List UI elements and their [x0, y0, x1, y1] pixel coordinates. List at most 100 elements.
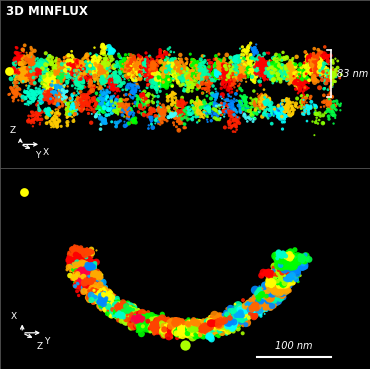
Point	[101, 55, 107, 61]
Point	[237, 81, 243, 87]
Point	[76, 254, 82, 260]
Point	[163, 69, 169, 75]
Point	[264, 296, 270, 302]
Point	[273, 290, 279, 296]
Point	[178, 116, 184, 122]
Point	[116, 304, 122, 310]
Point	[197, 323, 203, 329]
Point	[204, 324, 210, 330]
Point	[24, 66, 30, 72]
Point	[275, 74, 281, 80]
Point	[13, 55, 19, 61]
Point	[231, 320, 236, 325]
Point	[124, 307, 130, 313]
Point	[41, 66, 47, 72]
Point	[213, 321, 219, 327]
Point	[147, 63, 152, 69]
Point	[262, 65, 268, 71]
Point	[43, 94, 48, 100]
Point	[188, 324, 194, 330]
Point	[108, 99, 114, 104]
Point	[272, 292, 278, 298]
Point	[113, 108, 119, 114]
Point	[299, 255, 305, 261]
Point	[57, 111, 63, 117]
Point	[273, 107, 279, 113]
Point	[110, 311, 115, 317]
Point	[110, 78, 116, 84]
Point	[191, 331, 196, 337]
Point	[136, 308, 142, 314]
Point	[146, 317, 152, 323]
Point	[148, 319, 154, 325]
Point	[280, 275, 286, 281]
Point	[263, 296, 269, 302]
Point	[83, 66, 89, 72]
Point	[276, 289, 282, 295]
Point	[27, 70, 33, 76]
Point	[243, 60, 249, 66]
Point	[153, 75, 159, 80]
Point	[272, 59, 278, 65]
Point	[77, 106, 83, 112]
Point	[264, 113, 270, 119]
Point	[295, 256, 301, 262]
Point	[282, 254, 288, 259]
Point	[190, 72, 196, 78]
Point	[112, 68, 118, 74]
Point	[127, 106, 133, 111]
Point	[175, 99, 181, 105]
Point	[194, 68, 200, 74]
Point	[30, 61, 36, 67]
Point	[225, 320, 231, 326]
Point	[83, 268, 88, 274]
Point	[178, 324, 184, 330]
Point	[270, 289, 276, 295]
Point	[301, 80, 307, 86]
Point	[139, 317, 145, 323]
Point	[254, 304, 260, 310]
Point	[244, 307, 250, 313]
Point	[128, 83, 134, 89]
Point	[286, 259, 292, 265]
Point	[255, 295, 261, 301]
Point	[185, 117, 191, 123]
Point	[118, 304, 124, 310]
Point	[189, 328, 195, 334]
Point	[268, 285, 274, 291]
Point	[326, 113, 332, 119]
Point	[217, 71, 223, 77]
Point	[219, 65, 225, 71]
Point	[78, 264, 84, 270]
Point	[242, 48, 248, 54]
Point	[263, 297, 269, 303]
Point	[88, 59, 94, 65]
Point	[82, 99, 88, 105]
Point	[282, 261, 288, 267]
Point	[87, 266, 93, 272]
Point	[282, 254, 288, 260]
Point	[63, 107, 68, 113]
Point	[258, 304, 264, 310]
Point	[204, 75, 210, 81]
Point	[272, 284, 278, 290]
Point	[196, 326, 202, 332]
Point	[78, 258, 84, 263]
Point	[234, 318, 240, 324]
Point	[239, 312, 245, 318]
Point	[291, 263, 297, 269]
Point	[285, 255, 291, 261]
Point	[114, 306, 120, 312]
Point	[12, 61, 18, 66]
Point	[67, 68, 73, 73]
Point	[88, 282, 94, 288]
Point	[122, 97, 128, 103]
Point	[14, 50, 20, 56]
Point	[221, 318, 227, 324]
Point	[252, 109, 258, 115]
Point	[73, 250, 79, 256]
Point	[109, 97, 115, 103]
Point	[195, 326, 201, 332]
Point	[207, 330, 213, 335]
Point	[166, 323, 172, 329]
